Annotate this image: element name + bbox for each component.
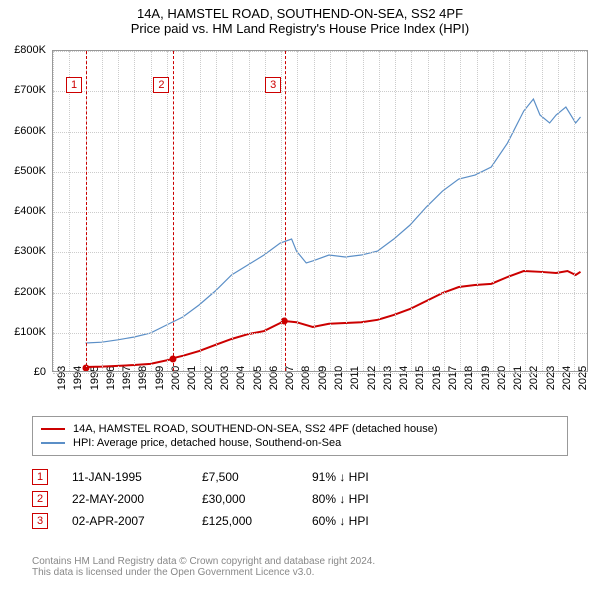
y-tick-label: £100K — [0, 326, 46, 338]
marker-line-1 — [86, 51, 87, 371]
chart-subtitle: Price paid vs. HM Land Registry's House … — [10, 21, 590, 36]
legend-label: HPI: Average price, detached house, Sout… — [73, 437, 341, 449]
transaction-price: £30,000 — [202, 492, 312, 506]
legend-item: HPI: Average price, detached house, Sout… — [41, 437, 559, 449]
plot-area: 1 2 3 — [52, 50, 588, 372]
transaction-date: 11-JAN-1995 — [72, 470, 202, 484]
transaction-date: 22-MAY-2000 — [72, 492, 202, 506]
transaction-pct: 91% ↓ HPI — [312, 470, 369, 484]
y-tick-label: £700K — [0, 84, 46, 96]
chart-container: 14A, HAMSTEL ROAD, SOUTHEND-ON-SEA, SS2 … — [0, 0, 600, 590]
transaction-date: 02-APR-2007 — [72, 514, 202, 528]
attribution-line1: Contains HM Land Registry data © Crown c… — [32, 556, 375, 567]
transaction-price: £7,500 — [202, 470, 312, 484]
transaction-pct: 60% ↓ HPI — [312, 514, 369, 528]
transaction-price: £125,000 — [202, 514, 312, 528]
marker-line-2 — [173, 51, 174, 371]
title-block: 14A, HAMSTEL ROAD, SOUTHEND-ON-SEA, SS2 … — [0, 0, 600, 38]
chart-title: 14A, HAMSTEL ROAD, SOUTHEND-ON-SEA, SS2 … — [10, 6, 590, 21]
transaction-marker: 3 — [32, 513, 48, 529]
y-tick-label: £600K — [0, 125, 46, 137]
transaction-row: 1 11-JAN-1995£7,50091% ↓ HPI — [32, 469, 369, 485]
marker-box-3: 3 — [265, 77, 281, 93]
y-tick-label: £800K — [0, 44, 46, 56]
y-tick-label: £500K — [0, 165, 46, 177]
series-price_paid — [86, 271, 581, 368]
legend-label: 14A, HAMSTEL ROAD, SOUTHEND-ON-SEA, SS2 … — [73, 423, 438, 435]
legend: 14A, HAMSTEL ROAD, SOUTHEND-ON-SEA, SS2 … — [32, 416, 568, 456]
transaction-row: 3 02-APR-2007£125,00060% ↓ HPI — [32, 513, 369, 529]
legend-swatch — [41, 428, 65, 430]
attribution-line2: This data is licensed under the Open Gov… — [32, 567, 375, 578]
chart-lines — [53, 51, 587, 371]
transactions-table: 1 11-JAN-1995£7,50091% ↓ HPI 2 22-MAY-2000£… — [32, 463, 369, 535]
y-tick-label: £400K — [0, 205, 46, 217]
transaction-pct: 80% ↓ HPI — [312, 492, 369, 506]
marker-box-1: 1 — [66, 77, 82, 93]
y-tick-label: £0 — [0, 366, 46, 378]
attribution: Contains HM Land Registry data © Crown c… — [32, 556, 375, 578]
marker-box-2: 2 — [153, 77, 169, 93]
legend-swatch — [41, 442, 65, 444]
legend-item: 14A, HAMSTEL ROAD, SOUTHEND-ON-SEA, SS2 … — [41, 423, 559, 435]
transaction-row: 2 22-MAY-2000£30,00080% ↓ HPI — [32, 491, 369, 507]
transaction-marker: 2 — [32, 491, 48, 507]
transaction-marker: 1 — [32, 469, 48, 485]
y-tick-label: £200K — [0, 286, 46, 298]
marker-line-3 — [285, 51, 286, 371]
y-tick-label: £300K — [0, 245, 46, 257]
series-hpi — [85, 99, 580, 343]
